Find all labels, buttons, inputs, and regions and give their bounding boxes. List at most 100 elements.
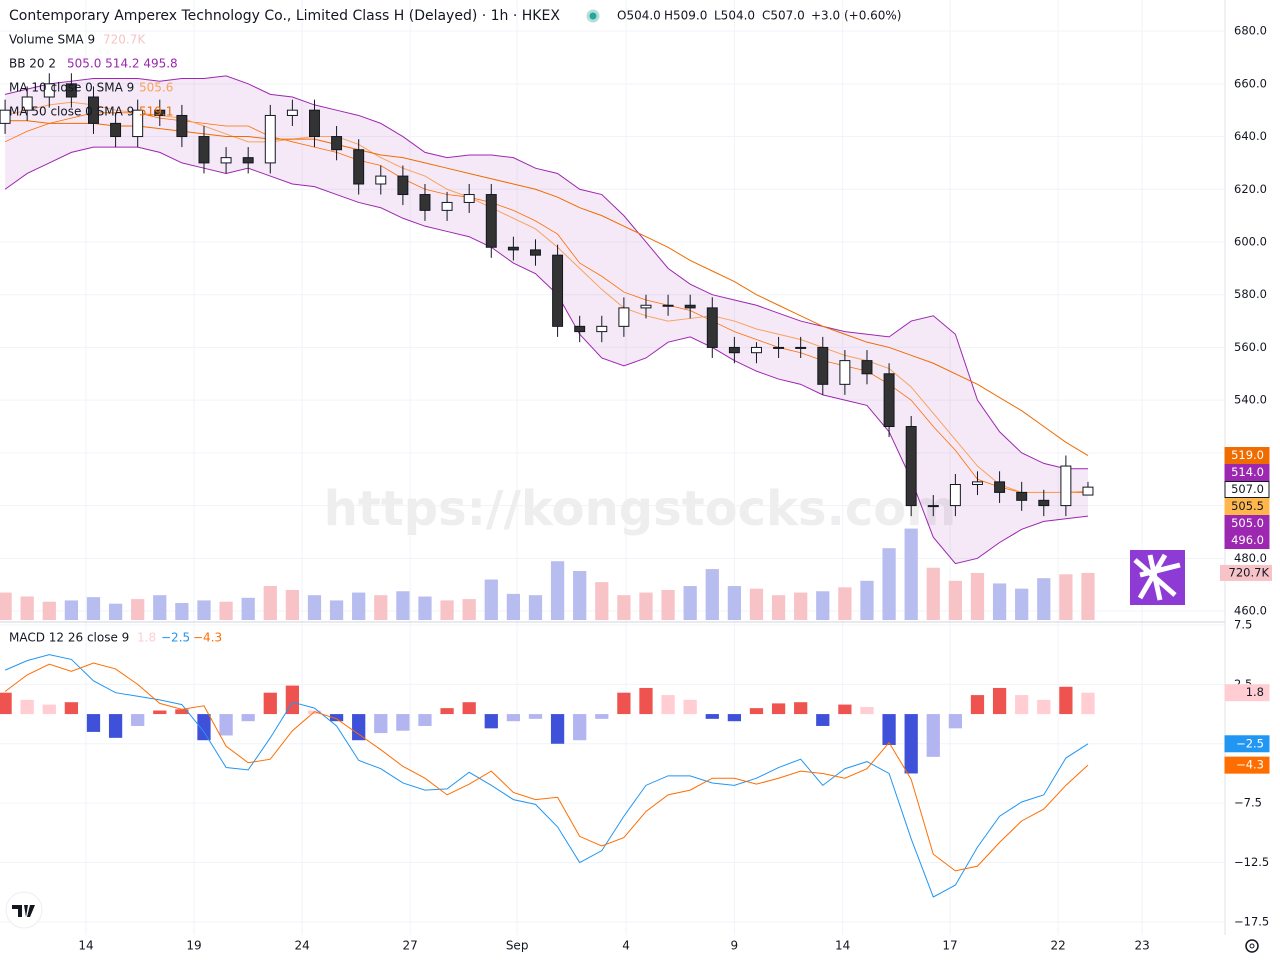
macd-histogram-bar [131,714,145,726]
candle-body [110,122,122,138]
candle-body [0,109,11,124]
macd-histogram-bar [838,704,852,715]
symbol-title: Contemporary Amperex Technology Co., Lim… [9,8,560,24]
macd-histogram-bar [727,714,742,722]
volume-bar [970,572,985,620]
macd-histogram-bar [197,714,211,741]
volume-bar [573,571,587,620]
candle-body [1082,486,1094,496]
macd-histogram-bar [683,699,697,715]
volume-bar [1015,588,1029,620]
signal-line [4,662,1089,872]
y-tick-label: 600.0 [1234,234,1267,248]
macd-histogram-bar [396,714,410,731]
macd-histogram-bar [241,714,255,722]
volume-bar [1059,574,1073,620]
y-tick-label: 560.0 [1234,340,1267,354]
candle-body [861,360,873,375]
volume-bar [506,593,521,620]
x-tick-label: 4 [622,939,630,953]
volume-bar [285,589,300,620]
macd-histogram-bar [771,703,786,715]
volume-bar [749,588,764,620]
macd-histogram-bar [794,702,808,715]
candle-body [21,96,33,111]
volume-bar [860,580,874,620]
volume-bar [595,582,609,620]
volume-bar [131,599,145,620]
volume-bar [794,592,808,620]
candle-body [441,201,453,211]
volume-bar [153,595,167,620]
y-tick-label: 620.0 [1234,182,1267,196]
candle-body [530,249,541,256]
volume-bar [329,600,344,620]
macd-histogram-bar [661,695,675,715]
volume-legend-value: 720.7K [103,33,146,47]
macd-histogram-bar [1059,686,1073,715]
x-tick-label: 14 [835,939,850,953]
macd-histogram-bar [108,714,123,738]
candle-body [817,346,829,385]
market-status [586,9,600,23]
volume-bar [396,591,410,620]
candle-body [927,505,939,508]
volume-bar [197,600,211,620]
macd-histogram-bar [992,687,1007,715]
volume-bar [484,579,498,620]
settings-icon[interactable] [1245,939,1259,953]
ma10-legend: MA 10 close 0 SMA 9 [9,81,134,95]
macd-histogram-bar [573,714,587,741]
ma50-legend-value: 519.1 [139,105,173,119]
macd-histogram-bar [329,714,344,722]
candle-body [1016,491,1028,501]
volume-legend: Volume SMA 9 [9,33,95,47]
macd-legend: MACD 12 26 close 9 [9,631,129,645]
macd-tick-label: −17.5 [1234,914,1269,928]
volume-bar [948,580,963,620]
grid [0,0,1225,935]
candle-body [640,304,652,309]
volume-bar [352,592,366,620]
macd-histogram-bar [484,714,498,729]
x-tick-label: 27 [403,939,418,953]
price-tag-label: 496.0 [1231,533,1264,547]
price-tag-label: 519.0 [1231,448,1264,462]
candle-body [574,325,586,333]
macd-histogram-bar [374,714,388,734]
ma50-legend: MA 50 close 0 SMA 9 [9,105,134,119]
candle-body [795,346,807,349]
candle-body [773,346,785,349]
x-tick-label: 9 [731,939,739,953]
candle-body [485,194,497,248]
candle-body [176,114,188,138]
macd-histogram-bar [506,714,521,722]
price-tag [1224,532,1270,550]
volume-bar [86,597,101,620]
macd-histogram-bar [1037,699,1051,715]
volume-bar [771,595,786,620]
volume-bar [64,600,79,620]
candle-body [1038,499,1050,507]
candle-body [751,346,762,354]
volume-bar [661,589,675,620]
volume-bar [528,595,543,620]
candle-body [242,157,254,164]
macd-histogram-bar [749,708,764,715]
macd-histogram-bar [1015,695,1029,715]
macd-histogram-bar [42,704,56,715]
ohlc-change: +3.0 (+0.60%) [811,9,902,23]
macd-histogram-bar [64,702,79,715]
volume-bar [882,548,896,620]
volume-bar [241,597,255,620]
macd-legend-hist: 1.8 [137,631,156,645]
x-tick-label: 17 [942,939,957,953]
volume-bar [992,583,1007,620]
ma10-legend-value: 505.6 [139,81,173,95]
macd-histogram-bar [462,702,476,715]
candle-body [596,325,608,333]
volume-bar [617,595,631,620]
macd-histogram-bar [550,714,565,744]
candle-body [331,136,343,151]
